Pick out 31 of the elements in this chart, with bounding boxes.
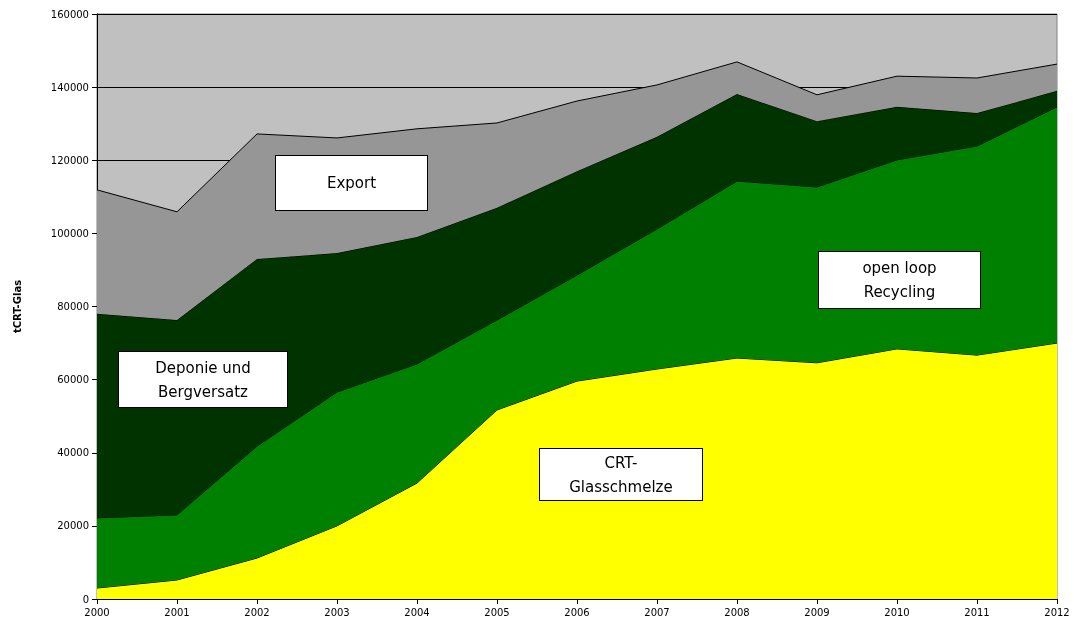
y-tick-label: 140000 [50,81,89,93]
y-tick-label: 100000 [50,227,89,239]
x-tick-label: 2011 [964,606,990,618]
y-tick-label: 20000 [57,520,89,532]
annotation: CRT- Glasschmelze [569,452,673,498]
y-tick-label: 160000 [50,8,89,20]
x-tick-label: 2000 [84,606,110,618]
y-axis-title: tCRT-Glas [11,279,23,334]
x-tick-label: 2002 [244,606,270,618]
annotation: open loop Recycling [862,258,937,303]
x-tick-label: 2009 [804,606,830,618]
x-tick-label: 2004 [404,606,430,618]
x-tick-label: 2012 [1044,606,1070,618]
text-box: Export [275,155,428,211]
y-tick-label: 80000 [57,301,89,312]
x-tick-label: 2006 [564,606,590,618]
x-tick-label: 2005 [484,606,510,618]
annotation: Deponie und Bergversatz [155,357,251,403]
annotation: Export [326,173,377,194]
y-tick-label: 60000 [57,374,89,386]
x-tick-label: 2003 [324,606,350,618]
x-tick-label: 2010 [884,606,910,618]
x-tick-label: 2008 [724,606,750,618]
x-tick-label: 2001 [164,606,190,618]
y-tick-label: 120000 [50,154,89,166]
y-tick-label: 0 [82,593,89,605]
text-box: CRT- Glasschmelze [539,448,703,501]
text-box: Deponie und Bergversatz [118,351,288,408]
text-box: open loop Recycling [818,251,981,309]
x-tick-label: 2007 [644,606,670,618]
y-tick-label: 40000 [57,447,89,459]
